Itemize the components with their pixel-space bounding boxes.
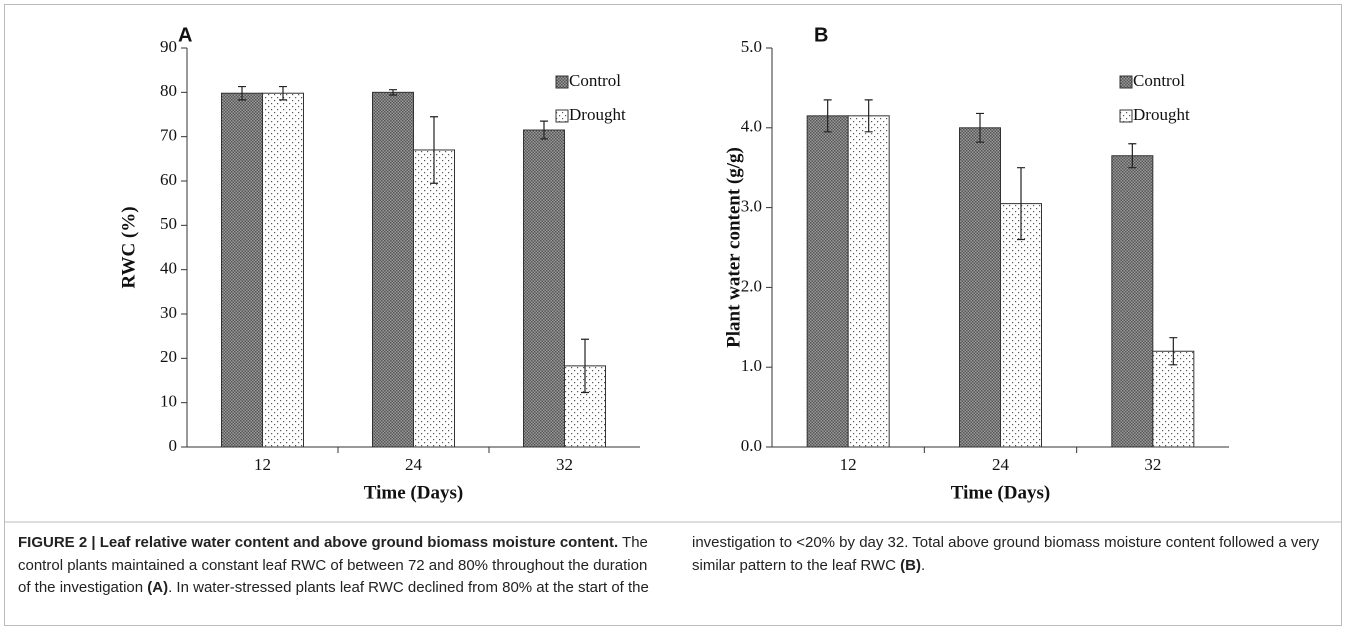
- y-tick-label: 50: [160, 214, 177, 233]
- error-bar: [238, 85, 246, 101]
- y-tick-label: 20: [160, 347, 177, 366]
- panel-label: A: [178, 24, 192, 46]
- legend-label: Drought: [1133, 105, 1190, 124]
- x-axis-label: Time (Days): [951, 482, 1050, 503]
- y-tick-label: 3.0: [741, 197, 762, 216]
- x-tick-label: 32: [1144, 455, 1161, 474]
- legend-swatch: [1119, 75, 1133, 89]
- error-bar: [540, 120, 548, 140]
- error-bar: [581, 338, 589, 394]
- bar: [221, 92, 263, 448]
- legend-swatch: [1119, 109, 1133, 123]
- x-tick-label: 12: [254, 455, 271, 474]
- error-bar: [279, 85, 287, 101]
- x-tick-label: 24: [405, 455, 423, 474]
- caption-ref: (B): [900, 556, 921, 574]
- legend-label: Drought: [569, 105, 626, 124]
- bar: [806, 115, 849, 448]
- legend-label: Control: [569, 71, 621, 90]
- y-tick-label: 70: [160, 126, 177, 145]
- error-bar: [976, 112, 984, 143]
- error-bar: [823, 99, 832, 133]
- error-bar: [1128, 143, 1137, 169]
- bar: [1152, 350, 1195, 448]
- error-bar: [1017, 167, 1025, 241]
- bar: [372, 91, 414, 448]
- caption: FIGURE 2 | Leaf relative water content a…: [18, 532, 1330, 600]
- y-tick-label: 0: [169, 436, 178, 455]
- y-tick-label: 30: [160, 303, 177, 322]
- bar: [1000, 203, 1042, 448]
- error-bar: [389, 89, 397, 96]
- x-tick-label: 32: [556, 455, 573, 474]
- y-tick-label: 1.0: [741, 356, 762, 375]
- y-tick-label: 10: [160, 392, 177, 411]
- bar: [523, 129, 565, 448]
- caption-title: FIGURE 2 | Leaf relative water content a…: [18, 534, 619, 551]
- bar: [262, 92, 304, 448]
- bar: [959, 127, 1001, 448]
- caption-text: The control plants maintained a constant…: [18, 534, 648, 596]
- x-tick-label: 24: [992, 455, 1010, 474]
- x-tick-label: 12: [840, 455, 857, 474]
- figure: Control Drought 12 24 32 0 10 20 30 40 50 60 70 80 90A…: [5, 24, 1342, 523]
- error-bar: [864, 99, 873, 133]
- bar: [413, 149, 455, 448]
- error-bar: [1169, 337, 1178, 366]
- error-bar: [430, 116, 438, 184]
- y-tick-label: 4.0: [741, 117, 762, 136]
- y-tick-label: 5.0: [741, 37, 762, 56]
- y-tick-label: 60: [160, 170, 177, 189]
- legend-label: Control: [1133, 71, 1185, 90]
- caption-ref: (A): [147, 579, 169, 596]
- bar: [1111, 155, 1154, 448]
- y-tick-label: 40: [160, 259, 177, 278]
- bar: [847, 115, 890, 448]
- legend-swatch: [555, 75, 569, 89]
- y-tick-label: 2.0: [741, 276, 762, 295]
- y-tick-label: 90: [160, 37, 177, 56]
- caption-text: .: [920, 556, 926, 574]
- y-axis-label: Plant water content (g/g): [723, 147, 744, 348]
- caption-text: . In water-stressed plants leaf RWC decl…: [168, 534, 1320, 596]
- y-tick-label: 0.0: [741, 436, 762, 455]
- legend-swatch: [555, 109, 569, 123]
- panel-label: B: [814, 24, 828, 46]
- y-tick-label: 80: [160, 81, 177, 100]
- figure-frame: [4, 4, 1342, 626]
- y-axis-label: RWC (%): [118, 206, 139, 288]
- x-axis-label: Time (Days): [364, 482, 463, 503]
